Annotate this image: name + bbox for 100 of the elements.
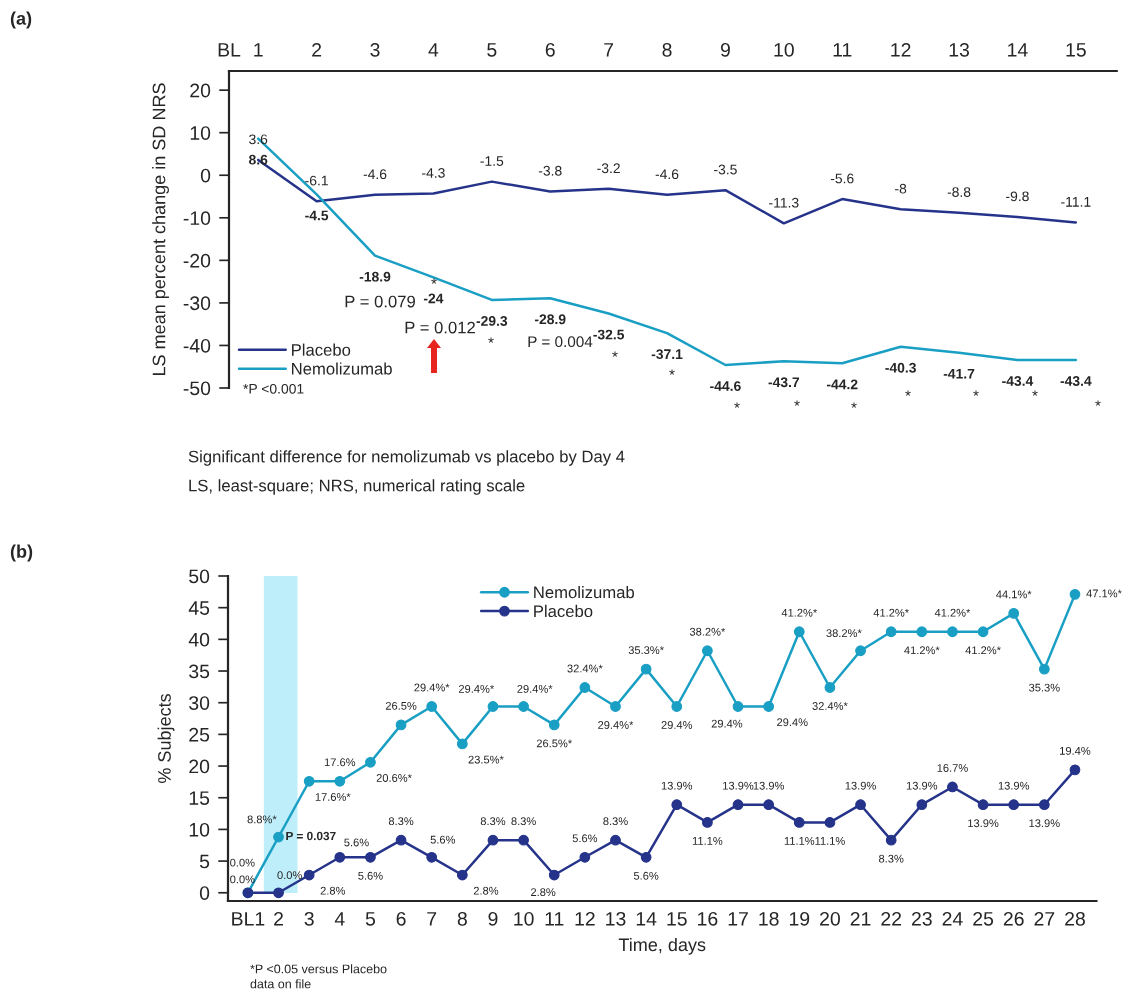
x-tick-label: 17	[728, 912, 748, 926]
x-tick-label: 28	[1065, 911, 1085, 926]
x-tick-label: BL	[218, 43, 241, 57]
x-tick-label: 2	[312, 42, 322, 57]
data-label: -32.5	[593, 329, 625, 340]
data-label: 13.9%	[998, 781, 1030, 790]
data-label: 11.1%	[815, 837, 845, 845]
text: *	[851, 402, 857, 408]
x-tick-label: 20	[820, 911, 840, 926]
text: Significant difference for nemolizumab vs placebo by Day 4	[188, 450, 625, 466]
data-label: 41.2%*	[904, 646, 940, 655]
data-label: 5.6%	[344, 838, 369, 847]
x-tick-label: 11	[545, 912, 564, 926]
data-label: 29.4%	[777, 718, 808, 727]
x-tick-label: 18	[759, 911, 779, 926]
text: *	[1095, 400, 1101, 406]
legend-label: Nemolizumab	[534, 586, 635, 599]
data-label: 11.1%	[784, 837, 815, 845]
data-label: 0.0%	[230, 875, 255, 884]
x-tick-label: 5	[487, 43, 497, 57]
y-tick-label: 10	[189, 822, 210, 837]
x-tick-label: 14	[636, 912, 657, 926]
x-tick-label: BL1	[232, 912, 265, 926]
y-tick-label: 0	[200, 168, 211, 183]
data-label: 23.5%*	[468, 755, 504, 764]
y-axis-title: LS mean percent change in SD NRS	[152, 83, 169, 376]
x-tick-label: 23	[911, 911, 932, 926]
data-label: -11.3	[769, 197, 799, 208]
x-tick-label: 12	[891, 42, 911, 57]
data-label: -40.3	[885, 362, 916, 373]
data-label: -29.3	[476, 316, 508, 326]
x-tick-label: 27	[1034, 911, 1055, 926]
data-label: 17.6%*	[315, 793, 351, 801]
data-label: -43.4	[1060, 376, 1092, 386]
data-label: 26.5%	[385, 701, 417, 710]
data-label: 32.4%*	[812, 702, 848, 710]
y-tick-label: -50	[183, 381, 211, 396]
x-tick-label: 2	[274, 911, 283, 926]
data-label: -18.9	[359, 271, 391, 282]
data-label: 8.3%	[480, 817, 506, 826]
data-label: 20.6%*	[376, 774, 412, 782]
data-label: 13.9%	[661, 781, 693, 790]
annotation: *P <0.001	[243, 383, 304, 394]
data-label: 29.4%*	[598, 721, 634, 729]
x-tick-label: 6	[545, 42, 555, 57]
x-axis-title: Time, days	[618, 937, 706, 955]
data-label: 19.4%	[1060, 746, 1091, 755]
x-tick-label: 13	[606, 911, 626, 926]
y-tick-label: 20	[189, 759, 210, 774]
annotation: P = 0.079	[345, 295, 415, 308]
x-tick-label: 10	[514, 911, 534, 926]
x-tick-label: 15	[1066, 43, 1086, 57]
x-tick-label: 4	[428, 43, 439, 57]
annotation: P = 0.037	[286, 831, 336, 841]
x-tick-label: 22	[881, 911, 902, 926]
data-label: 2.8%	[320, 886, 346, 895]
data-label: 5.6%	[358, 871, 383, 880]
data-label: 8.3%	[388, 817, 414, 826]
y-tick-label: 30	[189, 696, 210, 710]
data-label: 29.4%*	[458, 684, 495, 693]
data-label: -24	[423, 293, 444, 304]
data-label: -9.8	[1006, 191, 1029, 202]
data-label: 5.6%	[572, 834, 598, 843]
data-label: -44.6	[710, 381, 741, 391]
data-label: -5.6	[830, 173, 854, 184]
annotation: P = 0.012	[405, 321, 475, 334]
data-label: 47.1%*	[1086, 589, 1122, 598]
text: (b)	[10, 544, 33, 562]
data-label: 44.1%*	[996, 590, 1032, 599]
data-label: 38.2%*	[689, 627, 726, 636]
data-label: 5.6%	[430, 835, 456, 844]
x-tick-label: 14	[1008, 43, 1028, 57]
data-label: -6.1	[305, 175, 328, 186]
data-label: -4.5	[305, 210, 329, 221]
x-tick-label: 9	[488, 911, 498, 926]
x-tick-label: 24	[942, 911, 963, 926]
data-label: 29.4%	[661, 721, 693, 729]
data-label: 29.4%*	[517, 684, 553, 693]
y-tick-label: 45	[188, 601, 210, 615]
data-label: 41.2%*	[934, 608, 971, 617]
x-tick-label: 3	[370, 42, 380, 57]
y-tick-label: -10	[183, 211, 211, 226]
data-label: -11.1	[1061, 197, 1091, 207]
data-label: 26.5%*	[536, 739, 572, 748]
x-tick-label: 7	[427, 912, 437, 926]
data-label: 41.2%*	[781, 608, 818, 617]
data-label: 13.9%	[753, 781, 785, 790]
y-tick-label: -20	[183, 253, 211, 268]
x-tick-label: 9	[720, 42, 730, 57]
data-label: -4.3	[422, 167, 445, 178]
y-tick-label: 20	[190, 83, 211, 98]
annotation: *	[669, 369, 675, 375]
data-label: -8	[895, 183, 907, 194]
data-label: 0.0%	[277, 871, 302, 880]
x-tick-label: 6	[396, 911, 406, 926]
text: data on file	[250, 979, 311, 989]
data-label: 13.9%	[845, 781, 876, 790]
text: *	[734, 402, 740, 408]
y-tick-label: 15	[189, 791, 210, 805]
y-tick-label: 0	[199, 886, 210, 900]
